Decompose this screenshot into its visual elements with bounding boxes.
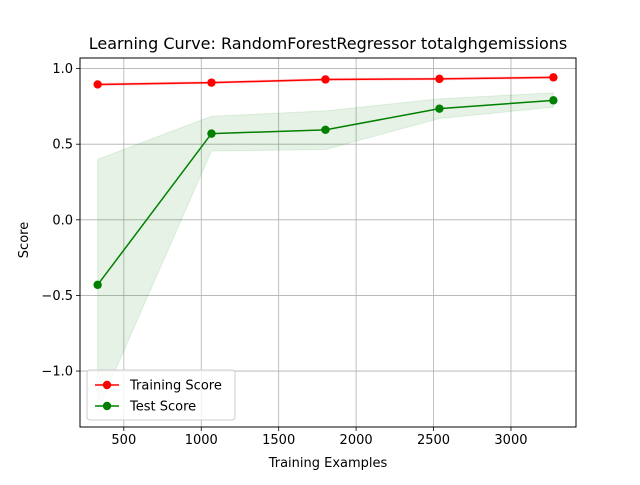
x-tick-label: 1000 — [185, 433, 218, 448]
data-point-training-score — [435, 74, 444, 84]
x-tick-label: 2500 — [417, 433, 450, 448]
legend-marker-training-score — [102, 380, 112, 390]
y-axis-label: Score — [17, 222, 32, 258]
legend-marker-test-score — [102, 401, 112, 411]
y-tick-label: 1.0 — [52, 62, 73, 77]
series-lines — [93, 73, 558, 290]
grid-lines — [80, 58, 576, 427]
y-tick-label: 0.0 — [52, 213, 73, 228]
data-point-test-score — [207, 129, 216, 138]
legend-label-test-score: Test Score — [129, 400, 196, 415]
x-tick-label: 2000 — [340, 433, 373, 448]
y-tick-label: 0.5 — [52, 138, 73, 153]
legend-box — [86, 369, 236, 421]
axis-ticks: 500 1000 1500 2000 2500 3000 1.0 0.5 0.0 −0.5 −1.0 — [41, 62, 527, 448]
x-tick-label: 3000 — [494, 433, 527, 448]
data-point-test-score — [93, 280, 102, 290]
x-tick-label: 1500 — [262, 433, 295, 448]
data-point-training-score — [321, 75, 330, 84]
data-point-training-score — [207, 78, 216, 87]
chart-title: Learning Curve: RandomForestRegressor to… — [89, 34, 567, 53]
x-tick-label: 500 — [111, 433, 136, 448]
y-tick-label: −1.0 — [41, 365, 73, 380]
data-point-test-score — [435, 104, 444, 113]
y-tick-label: −0.5 — [41, 289, 73, 304]
data-point-training-score — [93, 80, 102, 89]
data-point-training-score — [549, 73, 558, 82]
data-point-test-score — [549, 96, 558, 105]
data-point-test-score — [321, 125, 330, 135]
confidence-band-test-score — [97, 92, 554, 411]
plot-frame — [79, 57, 577, 428]
x-axis-label: Training Examples — [268, 456, 388, 471]
legend-label-training-score: Training Score — [129, 379, 222, 394]
legend: Training Score Test Score — [86, 369, 236, 421]
